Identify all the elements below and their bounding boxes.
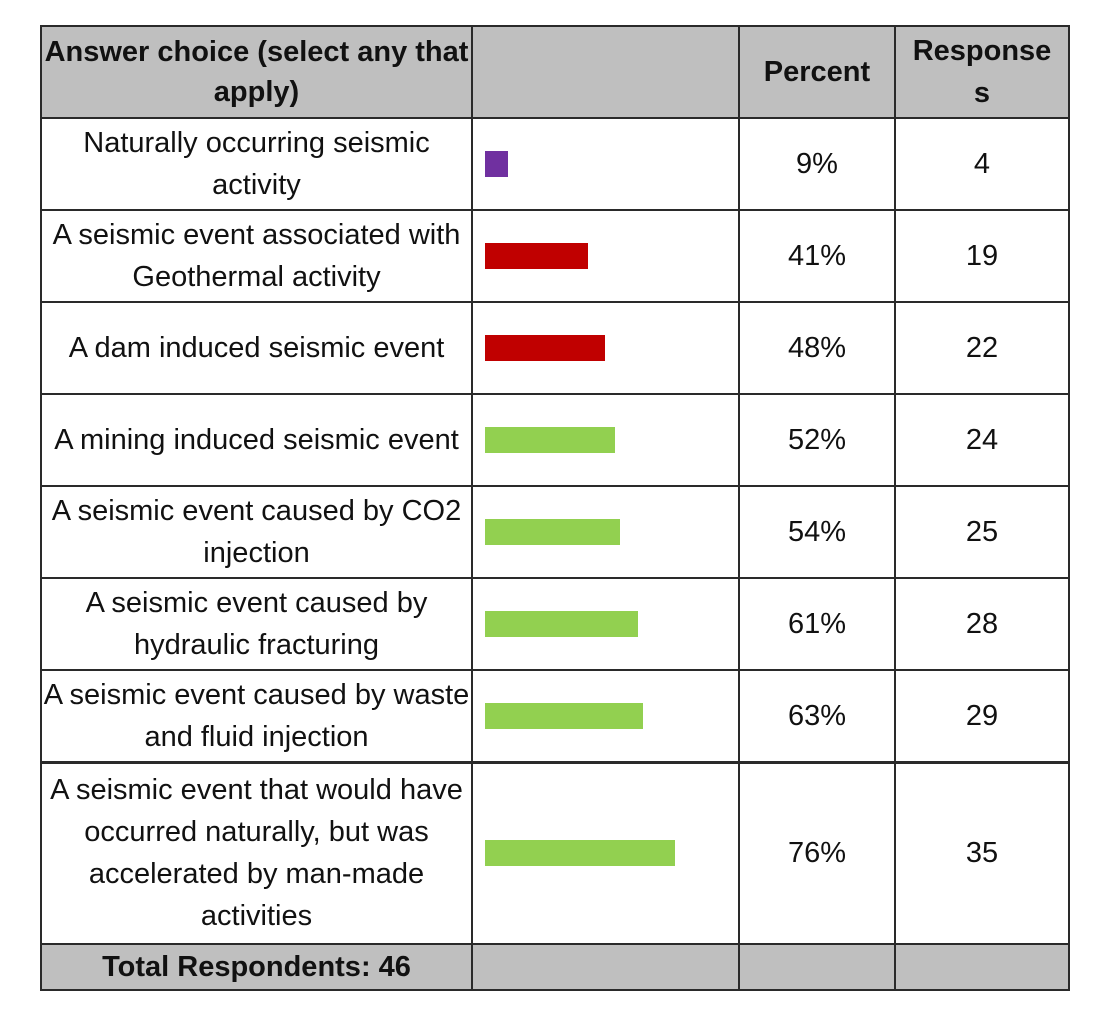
table-body: Naturally occurring seismic activity 9% 4 A…: [40, 117, 1070, 945]
percent-bar: [485, 702, 643, 729]
percent-value: 76%: [738, 760, 896, 945]
header-percent: Percent: [738, 25, 896, 119]
responses-value: 35: [894, 760, 1070, 945]
bar-cell: [471, 117, 740, 211]
responses-value: 24: [894, 393, 1070, 487]
header-row: Answer choice (select any that apply) Pe…: [40, 25, 1070, 119]
table-row: A seismic event caused by CO2 injection 5…: [40, 485, 1070, 579]
answer-choice-label: A seismic event caused by waste and flui…: [40, 669, 473, 763]
percent-value: 54%: [738, 485, 896, 579]
answer-choice-label: Naturally occurring seismic activity: [40, 117, 473, 211]
total-empty-cell: [471, 943, 740, 991]
percent-value: 9%: [738, 117, 896, 211]
responses-value: 19: [894, 209, 1070, 303]
responses-value: 28: [894, 577, 1070, 671]
header-responses-text: Response s: [912, 35, 1052, 109]
bar-cell: [471, 209, 740, 303]
responses-value: 4: [894, 117, 1070, 211]
header-responses: Response s: [894, 25, 1070, 119]
percent-value: 63%: [738, 669, 896, 763]
survey-results-table: Answer choice (select any that apply) Pe…: [40, 25, 1070, 991]
table-row: A seismic event that would have occurred…: [40, 760, 1070, 945]
percent-value: 52%: [738, 393, 896, 487]
percent-bar: [485, 519, 620, 545]
table-row: A mining induced seismic event 52% 24: [40, 393, 1070, 487]
table-row: A dam induced seismic event 48% 22: [40, 301, 1070, 395]
header-answer-choice: Answer choice (select any that apply): [40, 25, 473, 119]
bar-cell: [471, 760, 740, 945]
percent-bar: [485, 151, 508, 177]
bar-cell: [471, 393, 740, 487]
percent-bar: [485, 840, 675, 867]
bar-cell: [471, 485, 740, 579]
percent-value: 61%: [738, 577, 896, 671]
table-row: A seismic event caused by hydraulic frac…: [40, 577, 1070, 671]
bar-cell: [471, 301, 740, 395]
responses-value: 25: [894, 485, 1070, 579]
total-empty-cell: [738, 943, 896, 991]
percent-bar: [485, 427, 615, 453]
total-row: Total Respondents: 46: [40, 943, 1070, 991]
bar-cell: [471, 577, 740, 671]
answer-choice-label: A seismic event caused by hydraulic frac…: [40, 577, 473, 671]
answer-choice-label: A seismic event caused by CO2 injection: [40, 485, 473, 579]
table-row: Naturally occurring seismic activity 9% 4: [40, 117, 1070, 211]
percent-bar: [485, 243, 588, 269]
responses-value: 22: [894, 301, 1070, 395]
percent-bar: [485, 335, 605, 361]
total-respondents: Total Respondents: 46: [40, 943, 473, 991]
answer-choice-label: A seismic event that would have occurred…: [40, 760, 473, 945]
answer-choice-label: A dam induced seismic event: [40, 301, 473, 395]
table-row: A seismic event associated with Geotherm…: [40, 209, 1070, 303]
percent-value: 41%: [738, 209, 896, 303]
percent-bar: [485, 611, 638, 637]
total-empty-cell: [894, 943, 1070, 991]
responses-value: 29: [894, 669, 1070, 763]
answer-choice-label: A mining induced seismic event: [40, 393, 473, 487]
bar-cell: [471, 669, 740, 763]
table-row: A seismic event caused by waste and flui…: [40, 669, 1070, 763]
header-bar: [471, 25, 740, 119]
percent-value: 48%: [738, 301, 896, 395]
answer-choice-label: A seismic event associated with Geotherm…: [40, 209, 473, 303]
